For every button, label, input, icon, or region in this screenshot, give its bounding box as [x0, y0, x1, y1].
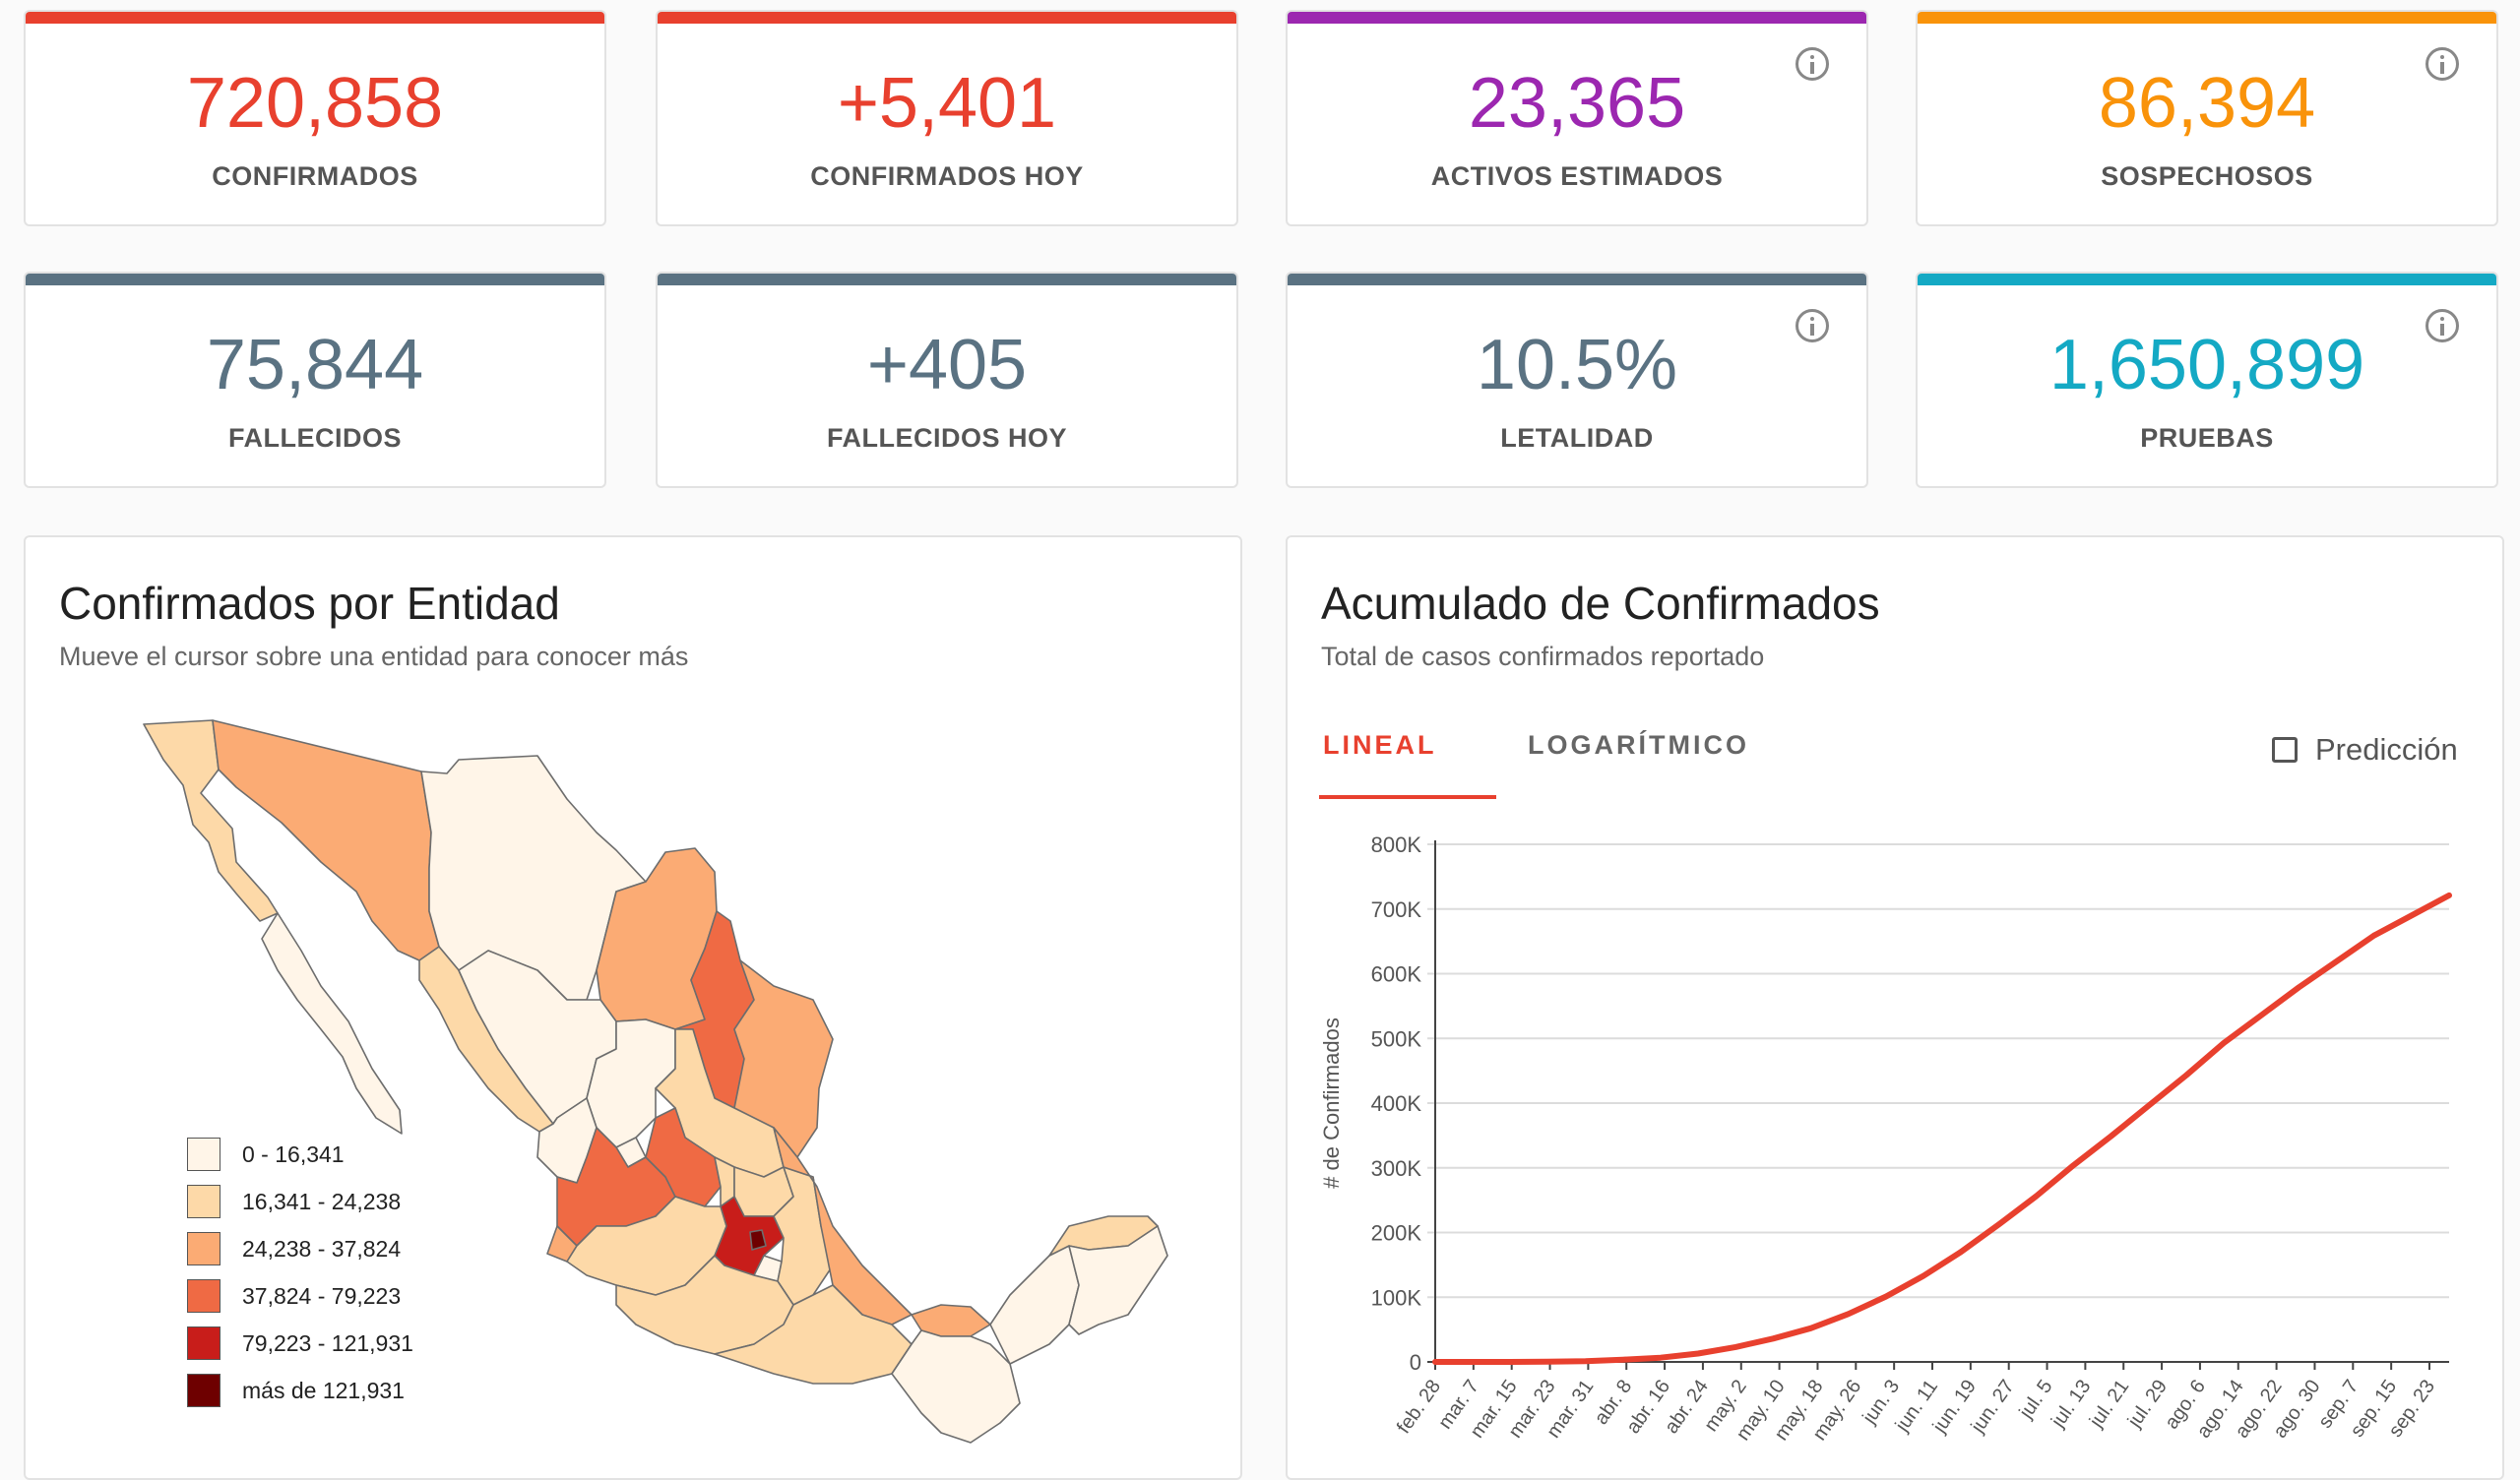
stat-label: FALLECIDOS	[227, 423, 402, 453]
stat-accent-bar	[658, 274, 1236, 285]
prediction-checkbox[interactable]	[2272, 737, 2298, 763]
tab-logaritmico[interactable]: LOGARÍTMICO	[1528, 730, 1749, 760]
legend-swatch	[187, 1185, 220, 1218]
stat-card: +405 FALLECIDOS HOY	[656, 272, 1238, 488]
prediction-label[interactable]: Predicción	[2315, 732, 2458, 767]
stat-value: 23,365	[1468, 64, 1686, 143]
state-chihuahua[interactable]	[420, 755, 647, 1001]
y-tick-label: 600K	[1371, 962, 1422, 987]
stat-card: 720,858 CONFIRMADOS	[24, 10, 606, 226]
info-icon[interactable]	[1796, 47, 1829, 81]
y-tick-label: 200K	[1371, 1221, 1422, 1246]
state-baja-california[interactable]	[143, 719, 279, 922]
stat-accent-bar	[26, 12, 604, 24]
state-baja-california-sur[interactable]	[261, 912, 403, 1135]
state-campeche[interactable]	[989, 1245, 1080, 1365]
legend-label: 0 - 16,341	[242, 1141, 345, 1167]
stat-label: ACTIVOS ESTIMADOS	[1430, 161, 1724, 191]
state-cdmx[interactable]	[749, 1229, 767, 1251]
stat-value: +5,401	[837, 64, 1057, 143]
legend-label: más de 121,931	[242, 1378, 405, 1403]
series-line	[1432, 892, 2452, 1365]
stat-accent-bar	[26, 274, 604, 285]
chart-subtitle: Total de casos confirmados reportado	[1321, 642, 1765, 671]
stat-label: LETALIDAD	[1500, 423, 1654, 453]
y-axis-label: # de Confirmados	[1319, 1018, 1344, 1189]
cumulative-line-chart: 0 100K 200K 300K 400K 500K 600K 700K 800K feb. 28…	[1319, 832, 2452, 1445]
stat-accent-bar	[1918, 12, 2496, 24]
stat-card: +5,401 CONFIRMADOS HOY	[656, 10, 1238, 226]
stat-card: 1,650,899 PRUEBAS	[1916, 272, 2498, 488]
tab-lineal[interactable]: LINEAL	[1323, 730, 1437, 760]
legend-label: 24,238 - 37,824	[242, 1236, 402, 1262]
stat-label: SOSPECHOSOS	[2101, 161, 2313, 191]
map-subtitle: Mueve el cursor sobre una entidad para c…	[59, 642, 689, 671]
y-tick-label: 300K	[1371, 1156, 1422, 1181]
stat-accent-bar	[1288, 12, 1866, 24]
y-tick-label: 0	[1410, 1350, 1421, 1375]
legend-swatch	[187, 1279, 220, 1313]
info-icon[interactable]	[1796, 309, 1829, 342]
legend-label: 37,824 - 79,223	[242, 1283, 402, 1309]
x-tick-label: jul. 21	[2085, 1376, 2133, 1432]
stat-card: 10.5% LETALIDAD	[1286, 272, 1868, 488]
stat-label: CONFIRMADOS	[212, 161, 418, 191]
stat-card: 75,844 FALLECIDOS	[24, 272, 606, 488]
chart-title: Acumulado de Confirmados	[1321, 578, 1880, 629]
state-chiapas[interactable]	[891, 1329, 1021, 1444]
stat-value: +405	[866, 326, 1028, 404]
stat-label: FALLECIDOS HOY	[826, 423, 1067, 453]
x-tick-label: feb. 28	[1393, 1376, 1445, 1438]
legend-swatch	[187, 1232, 220, 1265]
map-panel: Confirmados por Entidad Mueve el cursor …	[24, 535, 1242, 1480]
state-quintana-roo[interactable]	[1068, 1225, 1168, 1335]
stat-value: 10.5%	[1476, 326, 1678, 404]
state-veracruz[interactable]	[773, 1127, 913, 1326]
legend-swatch	[187, 1374, 220, 1407]
info-icon[interactable]	[2426, 309, 2459, 342]
state-oaxaca[interactable]	[714, 1284, 913, 1385]
y-tick-label: 700K	[1371, 897, 1422, 922]
stat-value: 75,844	[206, 326, 424, 404]
stat-value: 720,858	[186, 64, 444, 143]
legend-label: 16,341 - 24,238	[242, 1189, 402, 1214]
stat-card: 23,365 ACTIVOS ESTIMADOS	[1286, 10, 1868, 226]
map-title: Confirmados por Entidad	[59, 578, 560, 629]
state-sonora[interactable]	[212, 719, 440, 961]
y-tick-label: 400K	[1371, 1091, 1422, 1116]
stat-accent-bar	[1918, 274, 2496, 285]
legend-swatch	[187, 1326, 220, 1360]
legend-swatch	[187, 1138, 220, 1171]
info-icon[interactable]	[2426, 47, 2459, 81]
y-tick-label: 800K	[1371, 832, 1422, 857]
active-tab-indicator	[1319, 795, 1496, 799]
x-tick-label: jul. 13	[2047, 1376, 2095, 1432]
mexico-map[interactable]	[26, 537, 1242, 1480]
stat-value: 1,650,899	[2048, 326, 2365, 404]
stat-card: 86,394 SOSPECHOSOS	[1916, 10, 2498, 226]
y-tick-label: 500K	[1371, 1026, 1422, 1051]
stat-value: 86,394	[2098, 64, 2316, 143]
legend-label: 79,223 - 121,931	[242, 1330, 413, 1356]
stat-accent-bar	[1288, 274, 1866, 285]
chart-panel: Acumulado de Confirmados Total de casos …	[1286, 535, 2504, 1480]
stat-label: CONFIRMADOS HOY	[810, 161, 1084, 191]
y-tick-label: 100K	[1371, 1285, 1422, 1310]
stat-label: PRUEBAS	[2140, 423, 2274, 453]
stat-accent-bar	[658, 12, 1236, 24]
